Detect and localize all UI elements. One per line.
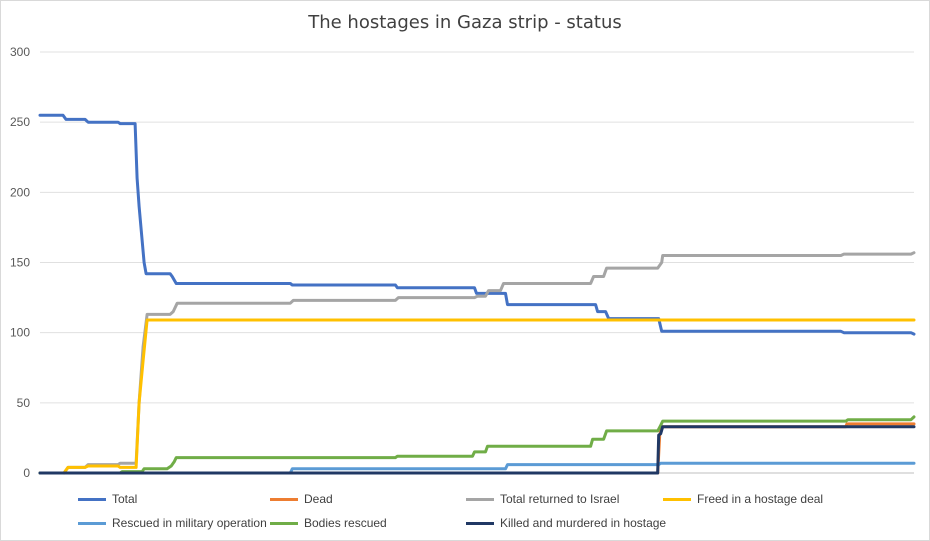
legend-swatch bbox=[663, 497, 691, 501]
y-axis-ticks: 0 50 100 150 200 250 300 bbox=[10, 45, 30, 480]
legend-swatch bbox=[466, 521, 494, 525]
gridlines bbox=[40, 51, 914, 474]
series-line-total bbox=[38, 113, 916, 336]
y-tick-label: 150 bbox=[10, 256, 30, 270]
y-tick-label: 250 bbox=[10, 115, 30, 129]
legend-label: Freed in a hostage deal bbox=[697, 492, 824, 506]
series-line-freed-in-a-hostage-deal bbox=[62, 318, 916, 475]
legend-item-rescued-military: Rescued in military operation bbox=[78, 516, 267, 530]
legend-swatch bbox=[270, 521, 298, 525]
legend-swatch bbox=[270, 497, 298, 501]
legend-item-bodies-rescued: Bodies rescued bbox=[270, 516, 387, 530]
legend-item-total-returned: Total returned to Israel bbox=[466, 492, 619, 506]
legend-item-killed-murdered: Killed and murdered in hostage bbox=[466, 516, 666, 530]
legend-item-freed-deal: Freed in a hostage deal bbox=[663, 492, 823, 506]
legend-swatch bbox=[78, 521, 106, 525]
legend-label: Total bbox=[112, 492, 138, 506]
legend-label: Total returned to Israel bbox=[500, 492, 620, 506]
y-tick-label: 200 bbox=[10, 185, 30, 199]
series-line-total-returned-to-israel bbox=[62, 251, 916, 475]
y-tick-label: 100 bbox=[10, 326, 30, 340]
y-tick-label: 50 bbox=[17, 396, 31, 410]
chart-title: The hostages in Gaza strip - status bbox=[308, 12, 622, 33]
legend-label: Dead bbox=[304, 492, 333, 506]
y-tick-label: 0 bbox=[23, 466, 30, 480]
series-line-killed-and-murdered-in-hostage bbox=[38, 425, 916, 475]
legend-label: Bodies rescued bbox=[304, 516, 387, 530]
legend-swatch bbox=[78, 497, 106, 501]
legend-label: Killed and murdered in hostage bbox=[500, 516, 667, 530]
legend-swatch bbox=[466, 497, 494, 501]
legend-label: Rescued in military operation bbox=[112, 516, 267, 530]
legend-item-total: Total bbox=[78, 492, 137, 506]
legend-item-dead: Dead bbox=[270, 492, 333, 506]
series-lines bbox=[38, 113, 916, 475]
y-tick-label: 300 bbox=[10, 45, 30, 59]
series-line-bodies-rescued bbox=[38, 415, 916, 475]
